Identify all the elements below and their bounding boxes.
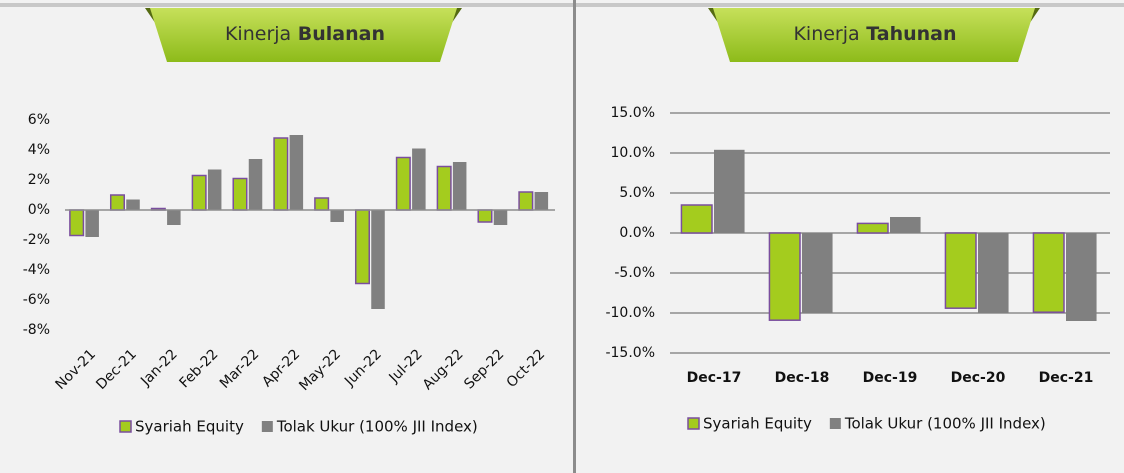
y-tick-label: 10.0% — [611, 145, 655, 161]
y-tick-label: -15.0% — [605, 345, 655, 361]
bar — [248, 159, 263, 210]
bar — [273, 137, 289, 211]
y-tick-label: -10.0% — [605, 305, 655, 321]
bar — [1066, 233, 1097, 321]
bar — [412, 148, 426, 210]
bar — [680, 204, 713, 234]
y-tick-label: 5.0% — [619, 185, 655, 201]
y-tick-label: -8% — [23, 322, 50, 338]
bar — [534, 192, 549, 210]
bar — [436, 165, 452, 211]
y-tick-label: 6% — [28, 112, 50, 128]
legend-swatch — [687, 417, 700, 430]
chart-title: Kinerja Tahunan — [793, 23, 956, 45]
banner-right — [708, 8, 1040, 62]
bar — [890, 217, 921, 233]
x-tick-label: Dec-17 — [687, 370, 742, 386]
bar — [714, 149, 745, 233]
bar — [232, 177, 248, 211]
bar — [856, 222, 889, 234]
x-tick-label: Dec-21 — [1039, 370, 1094, 386]
y-tick-label: 0.0% — [619, 225, 655, 241]
legend-label: Syariah Equity — [135, 418, 244, 436]
bar — [768, 232, 801, 321]
x-tick-label: Dec-19 — [863, 370, 918, 386]
bar — [69, 209, 85, 237]
y-tick-label: -5.0% — [614, 265, 655, 281]
bar — [371, 210, 385, 309]
bar — [289, 135, 304, 210]
y-tick-label: 2% — [28, 172, 50, 188]
bar — [944, 232, 977, 309]
bar — [477, 209, 493, 223]
bar — [1032, 232, 1065, 313]
legend-label: Tolak Ukur (100% JII Index) — [276, 418, 478, 436]
y-tick-label: -4% — [23, 262, 50, 278]
divider — [573, 0, 576, 473]
bar — [207, 169, 222, 210]
bar — [452, 162, 467, 210]
chart-title: Kinerja Bulanan — [225, 23, 385, 45]
bar — [354, 209, 371, 285]
bar — [802, 233, 833, 313]
bar — [518, 191, 534, 211]
bar — [493, 210, 508, 225]
legend-swatch — [829, 418, 841, 429]
bar — [314, 197, 330, 211]
bar — [191, 174, 207, 211]
x-tick-label: Dec-18 — [775, 370, 830, 386]
banner-left — [145, 8, 462, 62]
legend-label: Tolak Ukur (100% JII Index) — [844, 415, 1046, 433]
y-tick-label: 0% — [28, 202, 50, 218]
bar — [126, 199, 140, 210]
bar — [395, 156, 411, 211]
bar — [978, 233, 1009, 313]
bar — [109, 194, 125, 211]
legend-label: Syariah Equity — [703, 415, 812, 433]
legend-swatch — [261, 421, 273, 432]
y-tick-label: -6% — [23, 292, 50, 308]
y-tick-label: 4% — [28, 142, 50, 158]
legend-swatch — [119, 420, 132, 433]
top-rule — [0, 3, 1124, 7]
bar — [167, 210, 181, 225]
bar — [85, 210, 99, 237]
bar — [330, 210, 344, 222]
x-tick-label: Dec-20 — [951, 370, 1006, 386]
y-tick-label: -2% — [23, 232, 50, 248]
y-tick-label: 15.0% — [611, 105, 655, 121]
